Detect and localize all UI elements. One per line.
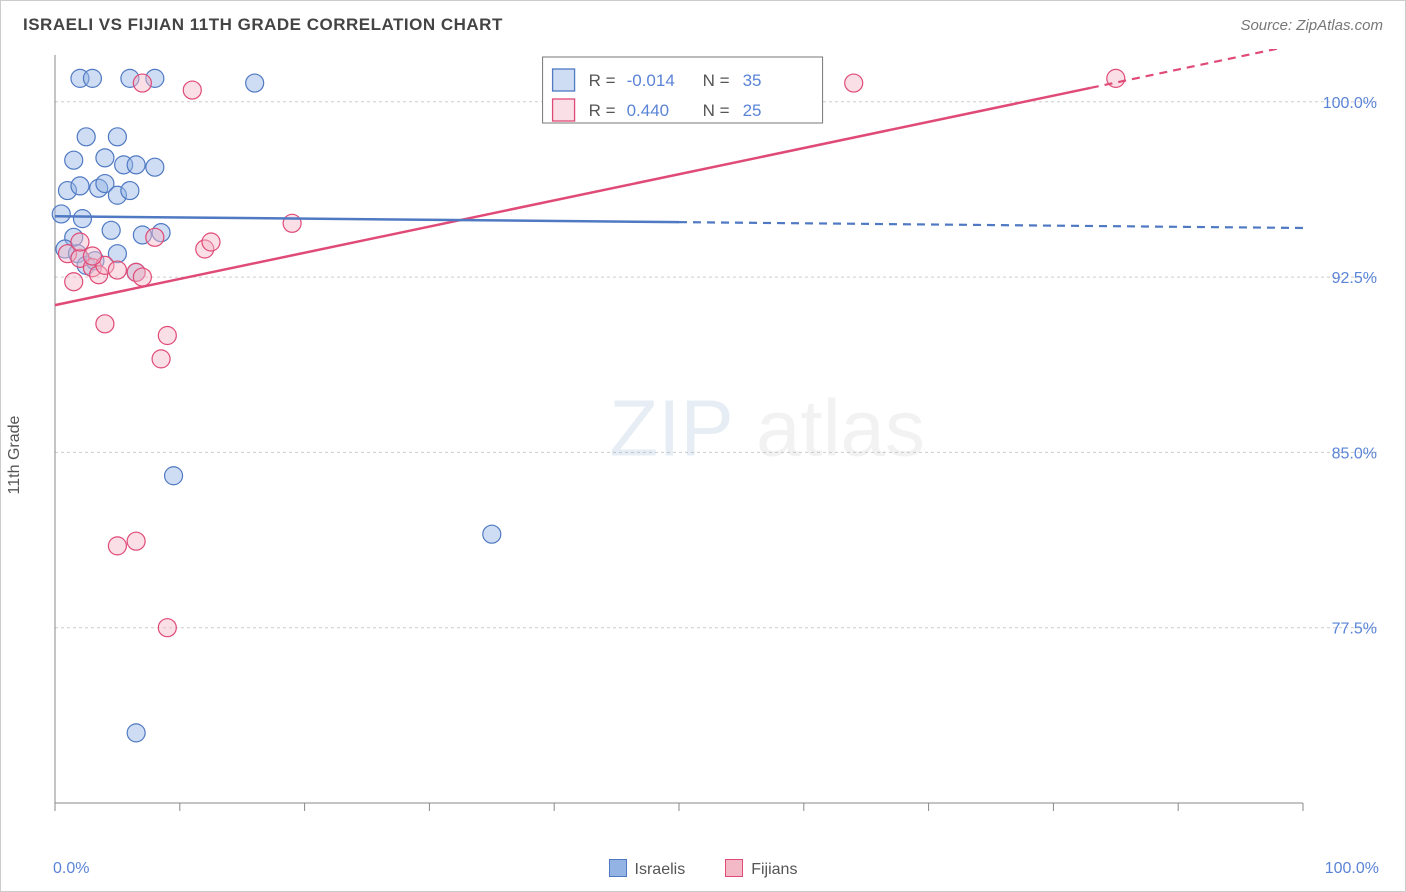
legend-item-israelis: Israelis	[609, 859, 686, 879]
bottom-legend: 0.0% Israelis Fijians 100.0%	[1, 859, 1405, 879]
legend-label-israelis: Israelis	[635, 861, 686, 878]
chart-container: ISRAELI VS FIJIAN 11TH GRADE CORRELATION…	[0, 0, 1406, 892]
svg-text:77.5%: 77.5%	[1332, 621, 1377, 638]
legend-swatch-israelis	[609, 859, 627, 877]
x-axis-min-label: 0.0%	[53, 860, 89, 878]
svg-text:0.440: 0.440	[627, 101, 670, 120]
svg-text:ZIP: ZIP	[609, 384, 733, 473]
chart-source: Source: ZipAtlas.com	[1240, 17, 1383, 34]
legend-item-fijians: Fijians	[725, 859, 797, 879]
svg-text:R =: R =	[589, 71, 616, 90]
y-axis-label: 11th Grade	[6, 416, 24, 495]
svg-text:25: 25	[743, 101, 762, 120]
x-axis-max-label: 100.0%	[1325, 860, 1379, 878]
svg-text:R =: R =	[589, 101, 616, 120]
svg-text:N =: N =	[703, 71, 730, 90]
svg-text:-0.014: -0.014	[627, 71, 675, 90]
svg-text:85.0%: 85.0%	[1332, 445, 1377, 462]
svg-text:92.5%: 92.5%	[1332, 270, 1377, 287]
chart-title: ISRAELI VS FIJIAN 11TH GRADE CORRELATION…	[23, 15, 503, 35]
chart-svg: 77.5% 85.0% 92.5% 100.0% ZIP atlas R = -0.014 N …	[49, 49, 1383, 831]
svg-text:100.0%: 100.0%	[1323, 95, 1377, 112]
legend-swatch-fijians	[725, 859, 743, 877]
legend-label-fijians: Fijians	[751, 861, 797, 878]
chart-header: ISRAELI VS FIJIAN 11TH GRADE CORRELATION…	[1, 1, 1405, 49]
svg-text:atlas: atlas	[756, 384, 925, 473]
plot-area: 77.5% 85.0% 92.5% 100.0% ZIP atlas R = -0.014 N …	[49, 49, 1383, 831]
svg-text:N =: N =	[703, 101, 730, 120]
svg-text:35: 35	[743, 71, 762, 90]
